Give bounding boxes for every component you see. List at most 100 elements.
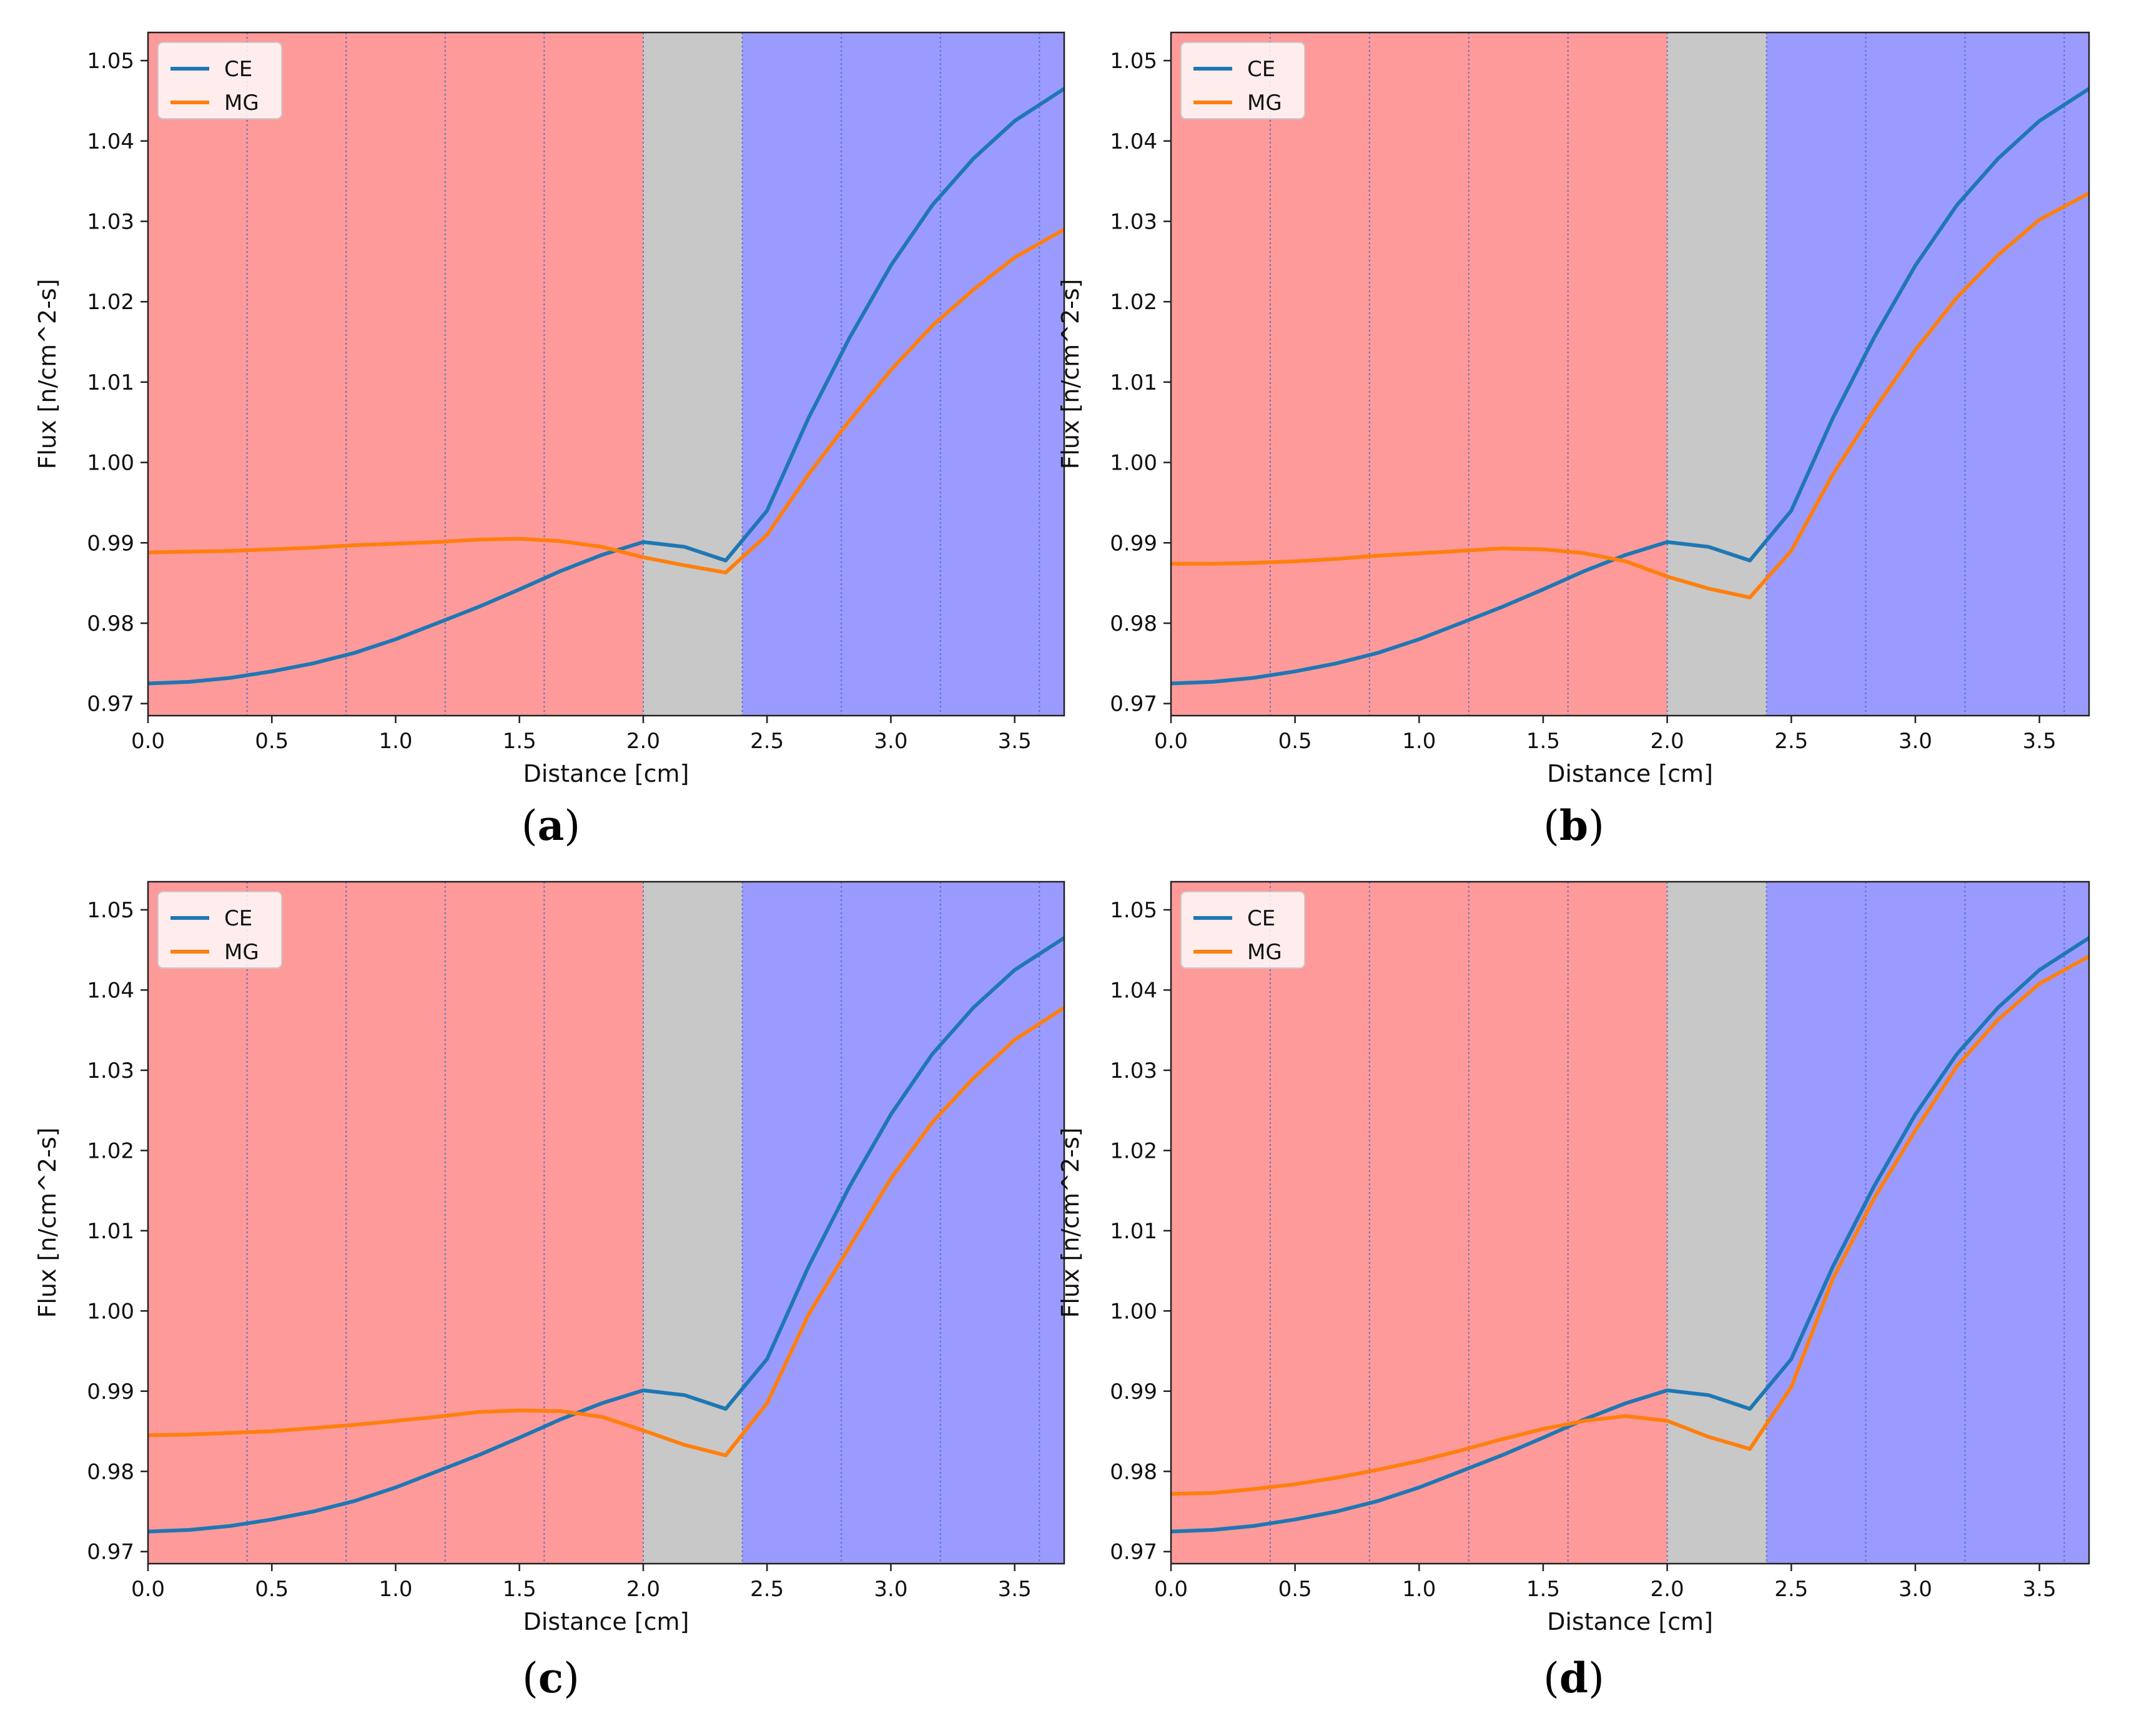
legend: CE MG — [1180, 42, 1305, 119]
y-tick-label: 0.97 — [87, 1540, 134, 1565]
x-tick-label: 3.5 — [2023, 1577, 2057, 1602]
y-tick-label: 1.01 — [87, 370, 134, 395]
x-tick-label: 2.0 — [626, 1577, 660, 1602]
axes-frame — [1170, 880, 2090, 1565]
x-tick-label: 2.5 — [750, 729, 784, 754]
x-tick-label: 0.5 — [1278, 1577, 1312, 1602]
x-tick-label: 0.5 — [255, 1577, 289, 1602]
axes-frame — [147, 31, 1065, 717]
y-tick-label: 0.98 — [87, 1459, 134, 1484]
y-tick-label: 1.00 — [1110, 451, 1157, 476]
x-tick-label: 3.5 — [998, 1577, 1032, 1602]
y-tick-label: 0.97 — [1110, 1540, 1157, 1565]
legend: CE MG — [157, 42, 282, 119]
legend-label-mg: MG — [1247, 940, 1282, 965]
region-band-1 — [643, 32, 743, 716]
legend: CE MG — [1180, 891, 1305, 969]
x-tick-label: 1.0 — [378, 729, 412, 754]
series-group — [148, 87, 1064, 686]
series-group — [1171, 87, 2089, 686]
y-tick-label: 1.00 — [1110, 1299, 1157, 1324]
x-tick-label: 3.0 — [1899, 729, 1932, 754]
x-tick-label: 2.5 — [1774, 729, 1808, 754]
x-tick-label: 0.5 — [255, 729, 289, 754]
y-tick-label: 0.99 — [1110, 531, 1157, 556]
y-tick-label: 1.04 — [1110, 129, 1157, 154]
panel-caption-letter: d — [1559, 1654, 1588, 1702]
region-band-0 — [1171, 32, 1667, 716]
axes-frame — [1170, 31, 2090, 717]
y-tick-label: 1.03 — [1110, 1058, 1157, 1083]
y-tick-label: 1.00 — [87, 1299, 134, 1324]
x-tick-label: 0.0 — [1154, 729, 1188, 754]
y-tick-label: 1.02 — [1110, 1138, 1157, 1163]
y-tick-label: 1.02 — [1110, 290, 1157, 315]
x-tick-label: 3.0 — [874, 729, 907, 754]
x-tick-label: 3.0 — [1899, 1577, 1932, 1602]
y-tick-label: 0.99 — [87, 531, 134, 556]
y-tick-label: 1.02 — [87, 290, 134, 315]
y-tick-label: 1.01 — [1110, 1219, 1157, 1244]
x-tick-label: 3.5 — [998, 729, 1032, 754]
x-tick-label: 3.5 — [2023, 729, 2057, 754]
y-tick-label: 1.05 — [87, 49, 134, 74]
legend-label-ce: CE — [1247, 906, 1275, 931]
legend-label-ce: CE — [1247, 57, 1275, 82]
x-tick-label: 2.0 — [1651, 1577, 1684, 1602]
y-tick-label: 1.00 — [87, 451, 134, 476]
region-band-2 — [742, 32, 1064, 716]
x-tick-label: 1.0 — [1402, 729, 1436, 754]
y-tick-label: 0.97 — [1110, 692, 1157, 717]
region-band-0 — [148, 882, 643, 1564]
panel-caption-letter: a — [538, 801, 565, 850]
legend-label-mg: MG — [1247, 91, 1282, 116]
y-tick-label: 0.97 — [87, 692, 134, 717]
y-tick-label: 1.03 — [87, 1058, 134, 1083]
y-tick-label: 1.04 — [1110, 978, 1157, 1003]
y-tick-label: 1.04 — [87, 129, 134, 154]
region-band-2 — [1766, 882, 2089, 1564]
x-axis-label: Distance [cm] — [1547, 1608, 1713, 1635]
y-axis-label: Flux [n/cm^2-s] — [34, 1127, 61, 1318]
y-tick-label: 1.01 — [1110, 370, 1157, 395]
y-tick-label: 1.02 — [87, 1138, 134, 1163]
region-band-2 — [1766, 32, 2089, 716]
axes-frame — [147, 880, 1065, 1565]
region-band-0 — [148, 32, 643, 716]
x-axis-label: Distance [cm] — [523, 760, 689, 787]
y-tick-label: 0.98 — [1110, 611, 1157, 636]
y-axis-label: Flux [n/cm^2-s] — [1057, 279, 1084, 469]
y-tick-label: 1.04 — [87, 978, 134, 1003]
series-group — [1171, 935, 2089, 1534]
x-tick-label: 2.0 — [626, 729, 660, 754]
legend: CE MG — [157, 891, 282, 969]
series-line-ce — [148, 935, 1064, 1534]
series-line-ce — [1171, 935, 2089, 1534]
region-band-1 — [643, 882, 743, 1564]
x-axis-label: Distance [cm] — [523, 1608, 689, 1635]
panel-caption: (a) — [521, 801, 580, 850]
x-tick-label: 1.5 — [1526, 1577, 1560, 1602]
x-tick-label: 0.0 — [1154, 1577, 1188, 1602]
series-line-mg — [148, 1005, 1064, 1457]
y-tick-label: 1.05 — [1110, 49, 1157, 74]
panel-caption: (d) — [1543, 1654, 1604, 1702]
x-tick-label: 1.5 — [503, 729, 536, 754]
legend-label-ce: CE — [224, 906, 252, 931]
chart-panel-a: 0.0 0.5 1.0 1.5 2.0 2.5 3.0 3.5 0.97 0.98 0.99 1.00… — [34, 31, 1065, 850]
y-tick-label: 1.01 — [87, 1219, 134, 1244]
series-line-mg — [148, 227, 1064, 575]
legend-box — [157, 42, 282, 119]
region-band-0 — [1171, 882, 1667, 1564]
series-line-ce — [1171, 87, 2089, 686]
series-line-mg — [1171, 191, 2089, 599]
panel-caption: (c) — [522, 1654, 580, 1702]
x-tick-label: 1.0 — [1402, 1577, 1436, 1602]
legend-label-ce: CE — [224, 57, 252, 82]
x-tick-label: 0.5 — [1278, 729, 1312, 754]
x-axis-label: Distance [cm] — [1547, 760, 1713, 787]
legend-box — [1180, 891, 1305, 969]
panel-caption-letter: c — [538, 1654, 563, 1702]
y-tick-label: 0.99 — [1110, 1379, 1157, 1404]
x-tick-label: 1.5 — [503, 1577, 536, 1602]
